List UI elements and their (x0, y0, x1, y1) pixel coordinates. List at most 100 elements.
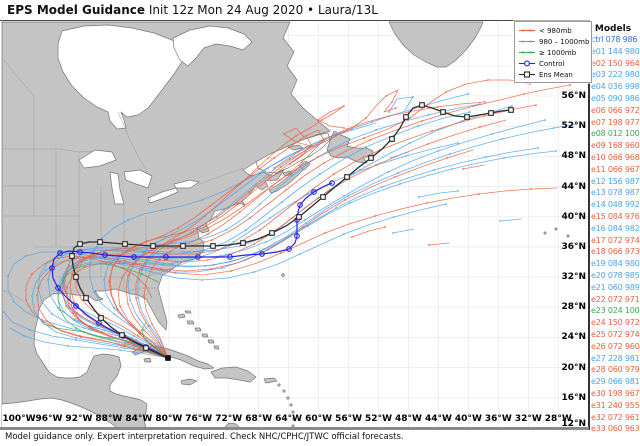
model-entry: e11 066 967 (591, 164, 640, 174)
lon-tick-label: 84°W (125, 414, 153, 424)
model-entry: e27 228 981 (591, 353, 640, 363)
legend-swatch-circle-icon (519, 60, 535, 67)
model-entry: e26 072 960 (591, 341, 640, 351)
lon-tick-label: 92°W (65, 414, 93, 424)
model-entry: e08 012 1000 (591, 129, 640, 139)
model-entry: e13 078 987 (591, 188, 640, 198)
water-gulf-st-lawrence (255, 132, 331, 174)
model-entry: e24 150 972 (591, 318, 640, 328)
model-entry: e28 060 979 (591, 365, 640, 375)
title-storm: Laura/13L (317, 3, 378, 17)
model-entry: e32 072 961 (591, 412, 640, 422)
water-lake-huron (123, 169, 153, 189)
title-brand: EPS Model Guidance (7, 3, 146, 17)
water-lake-erie (147, 187, 179, 204)
model-entry: e19 084 980 (591, 259, 640, 269)
land-greenland (388, 21, 484, 68)
lat-tick-label: 32°N (561, 272, 586, 283)
land-lesser-antilles (277, 383, 296, 428)
page-title: EPS Model Guidance Init 12z Mon 24 Aug 2… (7, 3, 378, 17)
water-lake-superior (78, 149, 117, 169)
lat-tick-label: 44°N (561, 181, 586, 192)
model-entry: e22 072 971 (591, 294, 640, 304)
lat-tick-label: 40°N (561, 211, 586, 222)
legend-item: < 980mb (518, 25, 589, 36)
model-entry: e15 084 976 (591, 211, 640, 221)
lon-tick-label: 40°W (454, 414, 482, 424)
title-init: Init 12z Mon 24 Aug 2020 (148, 3, 304, 17)
model-entry: e16 084 982 (591, 223, 640, 233)
map-right-border (588, 20, 590, 430)
lon-tick-label: 80°W (155, 414, 183, 424)
model-entry: e30 198 967 (591, 388, 640, 398)
water-pacific (2, 398, 118, 428)
water-lake-ontario (173, 179, 200, 189)
model-entry: e01 144 980 (591, 46, 640, 56)
legend-swatch-dot-icon (519, 40, 535, 43)
disclaimer-text: Model guidance only. Expert interpretati… (5, 432, 404, 442)
model-entry: e09 168 960 (591, 141, 640, 151)
water-hudson-strait (172, 25, 253, 67)
model-entry: e17 072 974 (591, 235, 640, 245)
lat-tick-label: 48°N (561, 151, 586, 162)
model-entry: e21 060 989 (591, 282, 640, 292)
legend-label: ≥ 1000mb (539, 48, 577, 57)
land-group (1, 21, 570, 429)
model-entry: e23 024 1000 (591, 306, 640, 316)
lat-tick-label: 56°N (561, 91, 586, 102)
lon-tick-label: 32°W (514, 414, 542, 424)
lon-tick-label: 76°W (185, 414, 213, 424)
lat-tick-label: 16°N (561, 392, 586, 403)
lon-tick-label: 72°W (215, 414, 243, 424)
legend-item: Ens Mean (518, 69, 589, 80)
land-north-america (1, 21, 331, 429)
legend-label: Ens Mean (539, 70, 573, 79)
lon-tick-label: 68°W (245, 414, 273, 424)
lon-tick-label: 44°W (424, 414, 452, 424)
land-puerto-rico (263, 377, 278, 384)
lon-tick-label: 36°W (484, 414, 512, 424)
model-entry: e12 156 987 (591, 176, 640, 186)
model-entry: e31 240 955 (591, 400, 640, 410)
land-azores (543, 227, 570, 238)
model-entry: ctrl 078 986 (591, 35, 638, 44)
map-top-border (0, 20, 588, 21)
model-entry: e04 036 998 (591, 82, 640, 92)
lon-tick-label: 56°W (335, 414, 363, 424)
model-entry: e18 066 973 (591, 247, 640, 257)
lat-tick-label: 24°N (561, 332, 586, 343)
legend-swatch-dot-icon (519, 29, 535, 32)
map-bottom-axis (0, 427, 589, 430)
model-entry: e33 060 963 (591, 424, 640, 434)
land-isle-of-youth (143, 357, 152, 363)
legend-label: < 980mb (539, 26, 572, 35)
lon-tick-label: 60°W (305, 414, 333, 424)
water-pacific-coast (1, 397, 119, 429)
land-jamaica (180, 378, 198, 386)
lon-tick-label: 88°W (95, 414, 123, 424)
title-bullet: • (307, 3, 315, 17)
land-bahamas (177, 310, 220, 350)
state-borders (1, 57, 245, 319)
model-entry: e06 066 972 (591, 105, 640, 115)
legend-swatch-dot-icon (519, 51, 535, 54)
legend-item: 980 – 1000mb (518, 36, 589, 47)
map-legend: < 980mb 980 – 1000mb ≥ 1000mb Control Ens Me… (514, 21, 592, 83)
model-entry: e25 072 974 (591, 329, 640, 339)
model-entry: e05 090 986 (591, 93, 640, 103)
lon-tick-label: 64°W (275, 414, 303, 424)
legend-item: ≥ 1000mb (518, 47, 589, 58)
legend-swatch-square-icon (519, 71, 535, 78)
lon-tick-label: 96°W (35, 414, 63, 424)
lat-tick-label: 20°N (561, 362, 586, 373)
model-entry: e14 048 992 (591, 200, 640, 210)
lon-tick-label: 52°W (365, 414, 392, 424)
land-anticosti (287, 144, 304, 151)
lat-tick-label: 36°N (561, 241, 586, 252)
models-sidebar: Models ctrl 078 986 e01 144 980 e02 150 96… (591, 24, 640, 435)
legend-item: Control (518, 58, 589, 69)
land-bermuda (281, 273, 285, 277)
lon-tick-label: 100°W (2, 414, 36, 424)
lat-tick-label: 12°N (561, 419, 586, 429)
